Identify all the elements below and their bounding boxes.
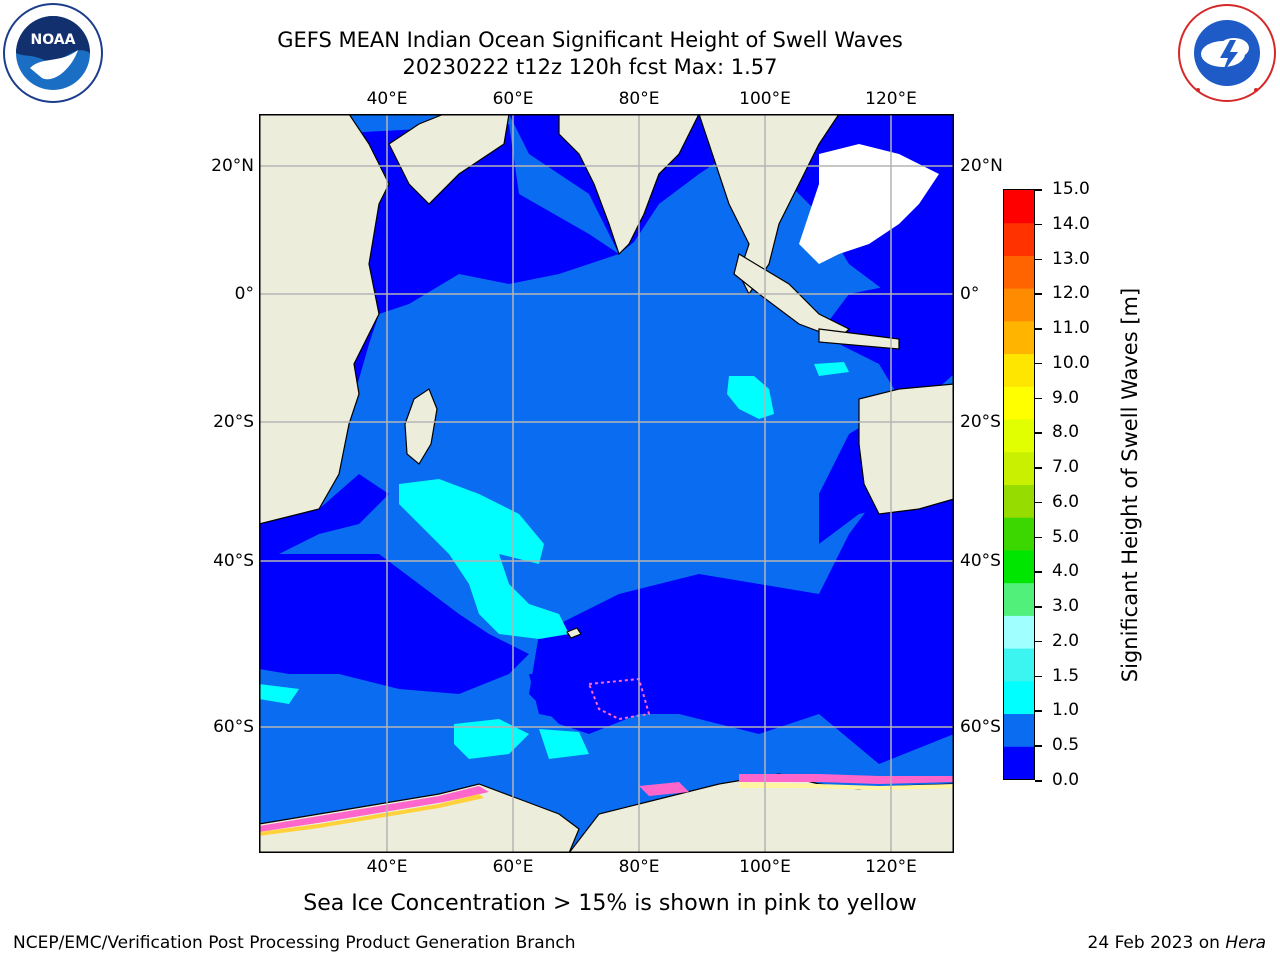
colorbar-swatch xyxy=(1004,288,1034,322)
colorbar-swatch xyxy=(1004,353,1034,387)
lat-tick-right: 0° xyxy=(960,284,980,304)
colorbar-tick-mark xyxy=(1035,328,1042,330)
colorbar-tick-mark xyxy=(1035,362,1042,365)
colorbar-tick-mark xyxy=(1035,432,1042,434)
colorbar-label: Significant Height of Swell Waves [m] xyxy=(1118,287,1142,683)
colorbar-tick-mark xyxy=(1035,606,1042,608)
colorbar-tick-mark xyxy=(1035,189,1042,191)
colorbar-tick-mark xyxy=(1035,571,1042,573)
lat-tick-right: 60°S xyxy=(960,717,1001,737)
swell-height-map xyxy=(259,114,954,853)
colorbar-swatch xyxy=(1004,582,1034,616)
lon-tick-bottom: 120°E xyxy=(865,857,917,877)
colorbar-tick-label: 3.0 xyxy=(1052,596,1080,617)
colorbar-tick-mark xyxy=(1035,397,1042,400)
lat-tick-right: 40°S xyxy=(960,551,1001,571)
colorbar-swatch xyxy=(1004,615,1034,649)
footer-date: 24 Feb 2023 on Hera xyxy=(1088,932,1266,954)
lon-tick-top: 120°E xyxy=(865,89,917,109)
colorbar-tick-mark xyxy=(1035,467,1042,469)
colorbar-tick-label: 15.0 xyxy=(1052,179,1090,199)
lat-tick-left: 40°S xyxy=(213,551,254,571)
colorbar-swatch xyxy=(1004,484,1034,518)
no-data-region xyxy=(799,144,939,264)
colorbar-tick-mark xyxy=(1035,258,1042,261)
colorbar xyxy=(1003,189,1035,780)
lat-tick-right: 20°S xyxy=(960,412,1001,432)
colorbar-tick-mark xyxy=(1035,675,1042,678)
colorbar-swatch xyxy=(1004,190,1034,224)
colorbar-swatch xyxy=(1004,549,1034,584)
colorbar-tick-label: 10.0 xyxy=(1052,352,1090,373)
lat-tick-left: 20°S xyxy=(213,412,254,432)
footer-date-text: 24 Feb 2023 on xyxy=(1087,933,1220,953)
colorbar-tick-mark xyxy=(1035,745,1042,747)
colorbar-tick-mark xyxy=(1035,536,1042,539)
colorbar-tick-label: 8.0 xyxy=(1052,422,1080,443)
colorbar-tick-label: 4.0 xyxy=(1052,561,1080,582)
lon-tick-bottom: 40°E xyxy=(366,857,408,877)
colorbar-tick-label: 5.0 xyxy=(1052,526,1080,547)
colorbar-tick-label: 14.0 xyxy=(1052,213,1090,234)
colorbar-swatch xyxy=(1004,746,1034,779)
colorbar-tick-label: 1.0 xyxy=(1052,700,1080,721)
colorbar-tick-mark xyxy=(1035,223,1042,226)
chart-title: GEFS MEAN Indian Ocean Significant Heigh… xyxy=(277,28,903,52)
colorbar-swatch xyxy=(1004,222,1034,256)
footer-machine: Hera xyxy=(1225,933,1266,953)
colorbar-tick-label: 9.0 xyxy=(1052,387,1080,408)
colorbar-tick-label: 1.5 xyxy=(1052,665,1080,686)
colorbar-swatch xyxy=(1004,680,1034,715)
colorbar-tick-label: 12.0 xyxy=(1052,283,1090,304)
lon-tick-top: 80°E xyxy=(618,89,660,109)
colorbar-swatch xyxy=(1004,320,1034,355)
colorbar-tick-label: 6.0 xyxy=(1052,491,1080,512)
colorbar-tick-label: 2.0 xyxy=(1052,630,1080,651)
colorbar-tick-mark xyxy=(1035,640,1042,643)
colorbar-tick-mark xyxy=(1035,780,1042,782)
noaa-logo: NOAA xyxy=(3,3,103,103)
colorbar-tick-label: 13.0 xyxy=(1052,248,1090,269)
colorbar-tick-mark xyxy=(1035,710,1042,712)
swell-band-1.0-1.5 xyxy=(259,362,849,759)
lon-tick-bottom: 60°E xyxy=(492,857,534,877)
lon-tick-top: 60°E xyxy=(492,89,534,109)
colorbar-tick-mark xyxy=(1035,501,1042,504)
colorbar-swatch xyxy=(1004,386,1034,420)
colorbar-tick-label: 0.0 xyxy=(1052,770,1080,790)
colorbar-swatch xyxy=(1004,255,1034,289)
lat-tick-left: 0° xyxy=(234,284,254,304)
chart-subtitle: 20230222 t12z 120h fcst Max: 1.57 xyxy=(402,55,778,79)
map-border xyxy=(259,114,954,853)
colorbar-swatch xyxy=(1004,713,1034,747)
sea-ice xyxy=(259,677,954,836)
lon-tick-bottom: 80°E xyxy=(618,857,660,877)
colorbar-swatch xyxy=(1004,517,1034,551)
lon-tick-top: 100°E xyxy=(739,89,791,109)
colorbar-tick-label: 0.5 xyxy=(1052,735,1080,756)
footer-credit: NCEP/EMC/Verification Post Processing Pr… xyxy=(13,933,576,953)
lon-tick-top: 40°E xyxy=(366,89,408,109)
colorbar-swatch xyxy=(1004,648,1034,682)
nws-logo xyxy=(1178,4,1276,102)
gridlines xyxy=(259,114,954,853)
lat-tick-left: 60°S xyxy=(213,717,254,737)
colorbar-tick-mark xyxy=(1035,293,1042,295)
colorbar-tick-label: 11.0 xyxy=(1052,318,1090,339)
colorbar-swatch xyxy=(1004,451,1034,485)
colorbar-tick-label: 7.0 xyxy=(1052,457,1080,478)
noaa-logo-text: NOAA xyxy=(31,32,76,48)
lon-tick-bottom: 100°E xyxy=(739,857,791,877)
lat-tick-left: 20°N xyxy=(211,156,254,176)
lat-tick-right: 20°N xyxy=(960,156,1003,176)
colorbar-swatch xyxy=(1004,419,1034,453)
sea-ice-caption: Sea Ice Concentration > 15% is shown in … xyxy=(303,891,917,916)
